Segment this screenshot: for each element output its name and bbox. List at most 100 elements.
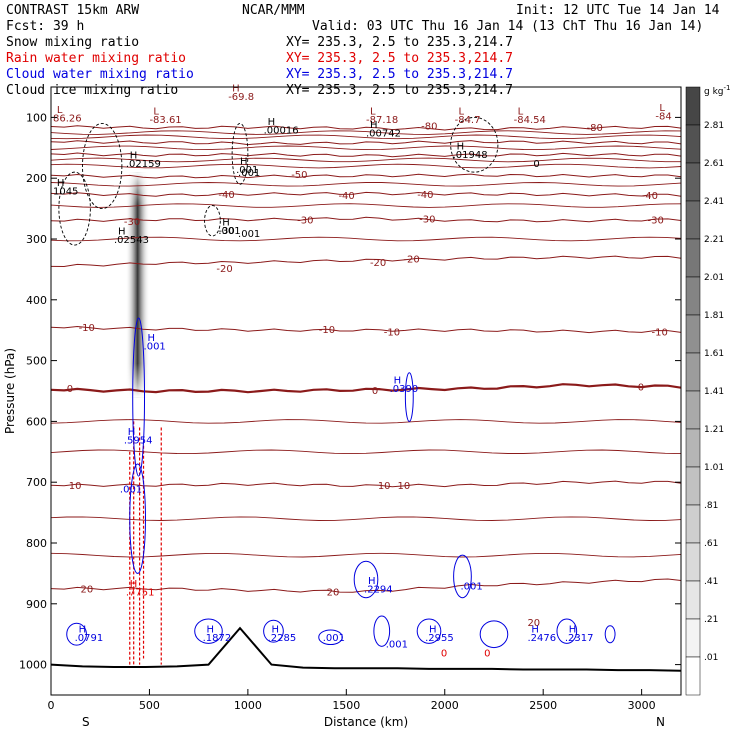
y-tick-label: 900 bbox=[26, 598, 47, 611]
contour-label: -50 bbox=[291, 170, 307, 181]
temperature-contour-10 bbox=[51, 480, 681, 488]
temperature-contour-aux bbox=[51, 419, 681, 424]
temperature-contour-aux bbox=[51, 449, 681, 455]
extremum-kind: H bbox=[368, 576, 376, 587]
extremum-value: .2294 bbox=[364, 585, 393, 596]
field-name-rain: Rain water mixing ratio bbox=[6, 51, 186, 66]
cloud-water-contour bbox=[604, 625, 616, 644]
plot-frame bbox=[50, 86, 682, 696]
extremum-kind: H bbox=[130, 150, 138, 161]
colorbar-segment bbox=[685, 238, 701, 278]
extremum-value: .2317 bbox=[565, 633, 594, 644]
contour-label: -40 bbox=[338, 191, 354, 202]
contour-value-label: .001 bbox=[323, 633, 345, 644]
contour-value-label: 0 bbox=[484, 648, 490, 659]
extremum-kind: H bbox=[370, 120, 378, 131]
extremum-value: .01948 bbox=[453, 150, 488, 161]
extremum-kind: H bbox=[394, 375, 402, 386]
temperature-contour-aux bbox=[51, 182, 681, 187]
contour-label: -20 bbox=[403, 254, 419, 265]
x-tick-label: 500 bbox=[139, 699, 160, 712]
extremum-value: .1872 bbox=[203, 633, 232, 644]
x-tick-label: 2000 bbox=[431, 699, 459, 712]
init-time: Init: 12 UTC Tue 14 Jan 14 bbox=[516, 3, 720, 18]
colorbar-segment bbox=[685, 352, 701, 392]
cloud-water-contour bbox=[416, 618, 442, 644]
extremum-value: -84.54 bbox=[514, 115, 546, 126]
temperature-contour-aux bbox=[51, 552, 681, 558]
colorbar-tick-label: 1.81 bbox=[704, 311, 724, 321]
contour-value-label: .001 bbox=[238, 229, 260, 240]
temperature-contour-0 bbox=[51, 383, 681, 394]
extremum-value: .0791 bbox=[75, 633, 104, 644]
x-tick-label: 0 bbox=[48, 699, 55, 712]
contour-value-label: 0 bbox=[533, 159, 539, 170]
contour-label: -10 bbox=[384, 327, 400, 338]
colorbar: 2.81 2.61 2.41 2.21 2.01 1.81 1.61 1.41 1.21 1.01… bbox=[685, 86, 724, 696]
contour-label: -40 bbox=[218, 190, 234, 201]
contour-label: -20 bbox=[370, 258, 386, 269]
temperature-contour-m50 bbox=[51, 173, 681, 179]
extremum-kind: L bbox=[370, 107, 376, 118]
extremum-kind: L bbox=[518, 107, 524, 118]
contour-label: -30 bbox=[124, 217, 140, 228]
cloud-ice-contour bbox=[204, 205, 221, 237]
y-tick-label: 600 bbox=[26, 415, 47, 428]
temperature-contour-aux bbox=[51, 236, 681, 242]
temperature-contour-m10 bbox=[51, 325, 681, 334]
contour-value-label: 0 bbox=[441, 648, 447, 659]
colorbar-segment bbox=[685, 200, 701, 240]
temperature-contour-aux bbox=[51, 203, 681, 208]
contour-label: -10 bbox=[651, 327, 667, 338]
temperature-contour-m30 bbox=[51, 216, 681, 223]
colorbar-tick-label: .81 bbox=[704, 501, 718, 511]
extremum-value: .2285 bbox=[268, 633, 297, 644]
extremum-kind: L bbox=[153, 107, 159, 118]
center-name: NCAR/MMM bbox=[242, 3, 305, 18]
contour-label: -10 bbox=[79, 323, 95, 334]
colorbar-segment bbox=[685, 580, 701, 620]
plot-area bbox=[51, 116, 681, 672]
cloud-water-contour bbox=[373, 615, 391, 647]
cloud-ice-contour bbox=[58, 171, 91, 246]
extremum-kind: H bbox=[531, 625, 539, 636]
colorbar-segment bbox=[685, 124, 701, 164]
colorbar-tick-label: .21 bbox=[704, 615, 718, 625]
extremum-value: -84.7 bbox=[455, 115, 481, 126]
cloud-water-contour bbox=[479, 620, 509, 649]
field-xy-snow: XY= 235.3, 2.5 to 235.3,214.7 bbox=[286, 35, 513, 50]
colorbar-tick-label: .41 bbox=[704, 577, 718, 587]
contour-label: 0 bbox=[67, 384, 73, 395]
y-tick-label: 700 bbox=[26, 476, 47, 489]
cloud-ice-contour bbox=[82, 123, 123, 210]
extremum-value: .001 bbox=[144, 341, 166, 352]
colorbar-segment bbox=[685, 390, 701, 430]
contour-label: -10 bbox=[319, 325, 335, 336]
field-xy-cloud-water: XY= 235.3, 2.5 to 235.3,214.7 bbox=[286, 67, 513, 82]
contour-label: -30 bbox=[297, 216, 313, 227]
extremum-kind: H bbox=[79, 625, 87, 636]
colorbar-segment bbox=[685, 542, 701, 582]
y-tick-label: 400 bbox=[26, 294, 47, 307]
contour-label: 20 bbox=[527, 618, 540, 629]
contour-label: 0 bbox=[372, 386, 378, 397]
snow-shading-fade bbox=[125, 172, 150, 398]
colorbar-tick-label: 1.41 bbox=[704, 387, 724, 397]
cloud-ice-contour bbox=[231, 123, 249, 185]
y-axis-label: Pressure (hPa) bbox=[3, 348, 17, 434]
x-axis-label: Distance (km) bbox=[324, 715, 408, 729]
contour-value-label: .001 bbox=[461, 582, 483, 593]
extremum-value: .02159 bbox=[126, 159, 161, 170]
contour-label: 20 bbox=[327, 588, 340, 599]
extremum-value: .2476 bbox=[527, 633, 556, 644]
colorbar-segment bbox=[685, 618, 701, 658]
contour-label: -30 bbox=[419, 214, 435, 225]
colorbar-tick-label: 1.61 bbox=[704, 349, 724, 359]
colorbar-tick-label: .01 bbox=[704, 653, 718, 663]
extremum-kind: H bbox=[147, 333, 155, 344]
axes: 0 500 1000 1500 2000 2500 30001002003004005006… bbox=[19, 111, 681, 712]
x-tick-label: 1500 bbox=[332, 699, 360, 712]
field-name-snow: Snow mixing ratio bbox=[6, 35, 139, 50]
cloud-water-contour bbox=[556, 618, 578, 644]
contour-label: 10 bbox=[378, 481, 391, 492]
